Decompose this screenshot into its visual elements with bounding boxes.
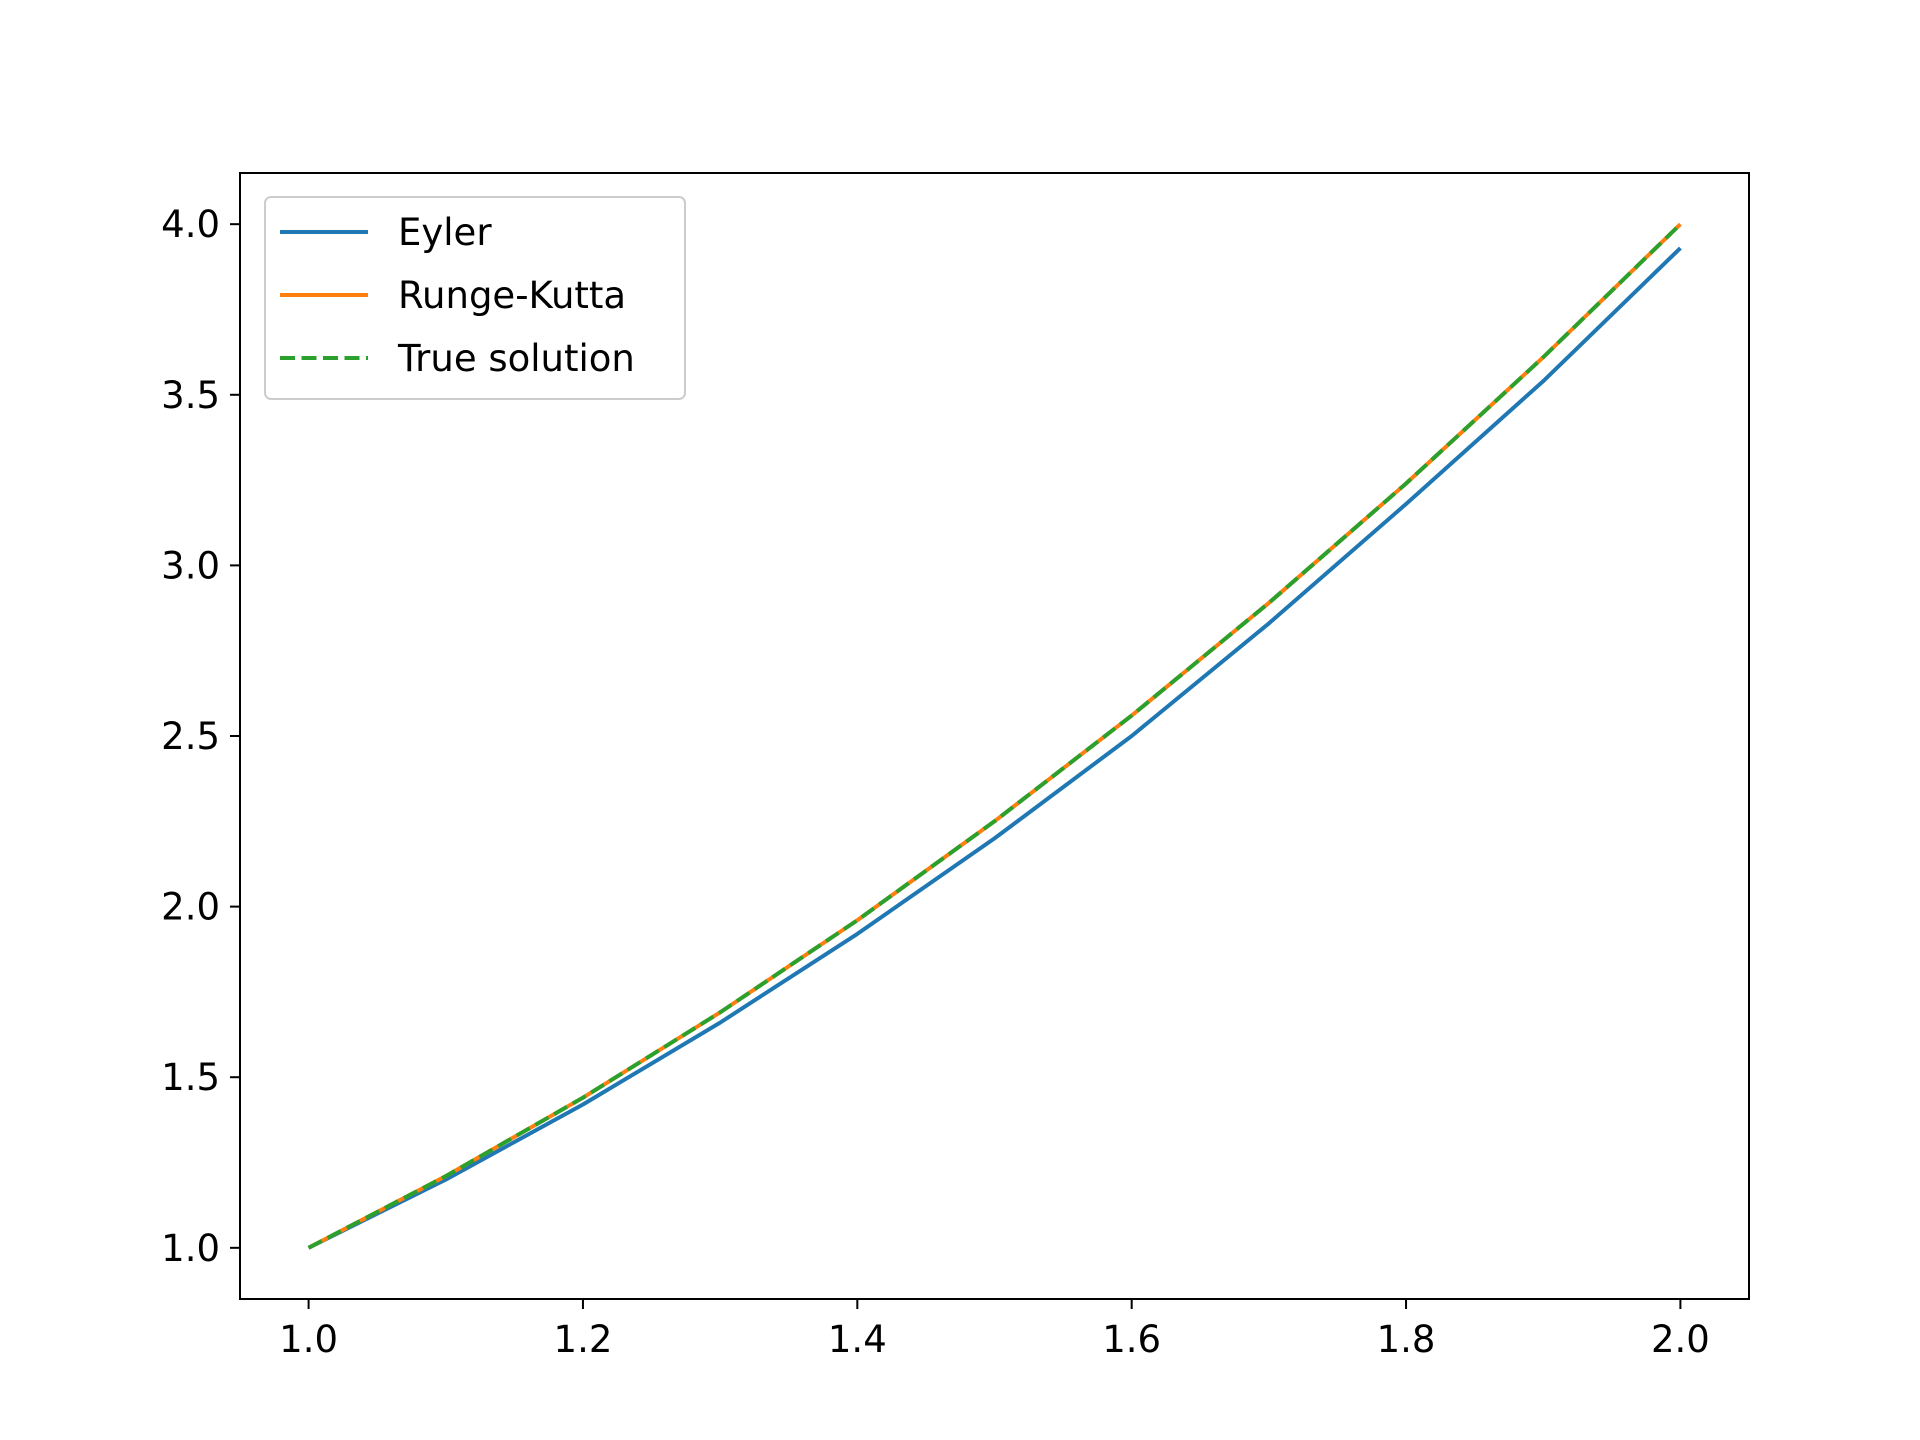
x-tick-label: 2.0 [1651,1318,1710,1361]
y-axis: 1.0 1.5 2.0 2.5 3.0 3.5 4.0 [161,203,240,1270]
x-tick-label: 1.0 [279,1318,338,1361]
series-line-2 [307,222,1682,1250]
y-tick-label: 2.0 [161,886,220,929]
x-tick-label: 1.2 [554,1318,613,1361]
legend-label-1: Runge-Kutta [398,274,626,317]
x-tick-label: 1.4 [828,1318,887,1361]
y-tick-label: 2.5 [161,715,220,758]
y-tick-label: 3.0 [161,544,220,587]
series-layer [307,222,1682,1250]
y-tick-label: 3.5 [161,374,220,417]
y-tick-label: 4.0 [161,203,220,246]
legend-label-0: Eyler [398,211,492,254]
x-tick-label: 1.6 [1102,1318,1161,1361]
series-line-0 [307,246,1682,1250]
y-tick-label: 1.5 [161,1056,220,1099]
legend-box [264,196,686,400]
x-tick-label: 1.8 [1377,1318,1436,1361]
x-axis: 1.0 1.2 1.4 1.6 1.8 2.0 [279,1299,1710,1361]
y-tick-label: 1.0 [161,1227,220,1270]
legend-label-2: True solution [397,337,635,380]
legend: Eyler Runge-Kutta True solution [264,196,686,400]
